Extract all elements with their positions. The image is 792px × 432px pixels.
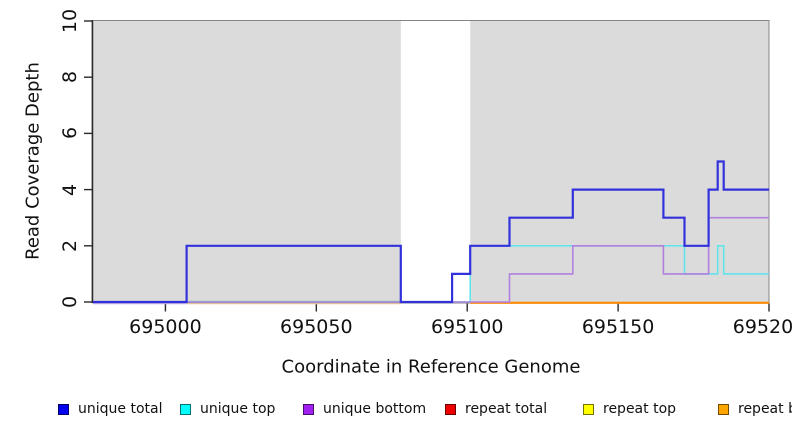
legend-item: repeat total [445,400,547,418]
legend-item: unique total [58,400,162,418]
legend-item: repeat bottom [718,400,792,418]
legend: unique total unique top unique bottom repea… [0,396,792,424]
legend-item: unique bottom [303,400,426,418]
legend-swatch [58,403,69,415]
y-tick-label: 4 [59,183,81,196]
x-tick-label: 695000 [129,316,202,338]
legend-swatch [445,403,456,415]
legend-label: repeat bottom [738,401,792,417]
x-axis-title: Coordinate in Reference Genome [281,356,581,378]
legend-label: unique top [200,401,276,417]
shaded-region [93,20,401,304]
x-tick-label: 695150 [581,316,655,338]
legend-swatch [180,403,191,415]
x-tick-label: 695100 [430,316,504,338]
legend-swatch [303,403,314,415]
x-tick-label: 695050 [280,316,353,338]
y-tick-label: 0 [59,295,81,309]
legend-swatch [718,403,729,415]
legend-item: unique top [180,400,275,418]
legend-item: repeat top [583,400,676,418]
y-axis-title: Read Coverage Depth [22,62,44,260]
legend-label: repeat total [465,401,548,417]
y-tick-label: 6 [59,127,81,140]
series-line-unique-total [93,160,769,304]
y-tick-label: 8 [59,71,81,84]
legend-label: unique total [78,401,163,417]
y-tick-label: 10 [59,8,81,34]
legend-label: unique bottom [323,401,427,417]
y-tick-label: 2 [59,239,81,252]
legend-label: repeat top [603,401,677,417]
legend-swatch [583,403,594,415]
